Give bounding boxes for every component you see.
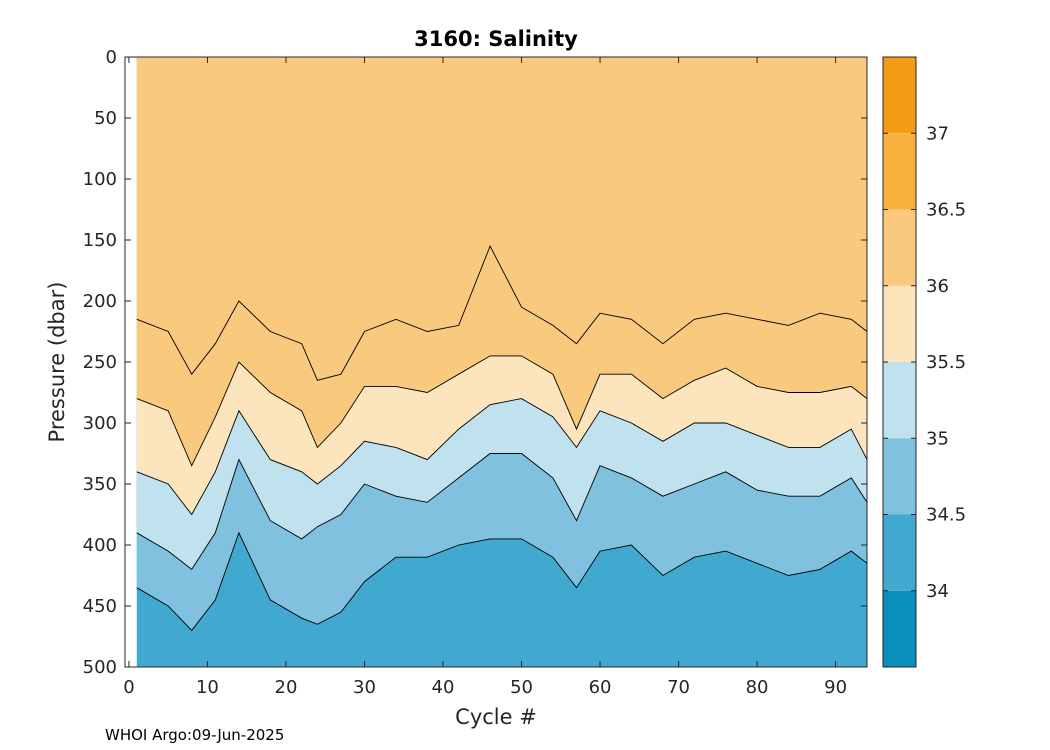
band-above-36.5 [136,57,868,381]
footer-credit: WHOI Argo:09-Jun-2025 [105,726,284,744]
colorbar-tick-label: 36 [926,276,949,297]
colorbar: 34 34.5 35 35.5 36 36.5 37 [882,56,966,668]
y-tick-label: 350 [83,474,117,495]
y-tick-label: 150 [83,230,117,251]
colorbar-band [883,362,916,439]
colorbar-band [883,57,916,134]
colorbar-tick-label: 37 [926,123,949,144]
colorbar-band [883,133,916,210]
x-axis-label: Cycle # [455,705,537,729]
y-tick-label: 450 [83,596,117,617]
x-tick-label: 50 [510,677,533,698]
contour-36.5 [136,245,868,381]
colorbar-band [883,438,916,515]
colorbar-tick-label: 34 [926,581,949,602]
colorbar-tick-label: 35.5 [926,352,966,373]
y-tick-label: 100 [83,169,117,190]
y-tick-label: 250 [83,352,117,373]
y-tick-label: 400 [83,535,117,556]
colorbar-band [883,590,916,667]
x-tick-label: 90 [824,677,847,698]
y-tick-label: 50 [94,108,117,129]
x-tick-label: 30 [353,677,376,698]
y-tick-label: 200 [83,291,117,312]
colorbar-tick-label: 34.5 [926,505,966,526]
y-tick-label: 300 [83,413,117,434]
x-tick-label: 20 [275,677,298,698]
contour-35.5 [136,398,868,516]
x-tick-label: 40 [432,677,455,698]
chart-title: 3160: Salinity [414,27,578,51]
colorbar-band [883,209,916,286]
contour-lines [136,245,868,632]
colorbar-tick-label: 36.5 [926,200,966,221]
x-tick-label: 0 [123,677,134,698]
colorbar-band [883,285,916,362]
contour-36 [136,355,868,467]
y-axis: 0 50 100 150 200 250 300 350 400 450 500 [83,47,867,678]
x-tick-label: 70 [667,677,690,698]
plot-area [124,56,868,668]
colorbar-band [883,514,916,591]
x-tick-label: 60 [589,677,612,698]
x-axis: 0 10 20 30 40 50 60 70 80 90 [123,57,847,698]
contour-35 [136,453,868,571]
colorbar-tick-label: 35 [926,428,949,449]
salinity-bands [136,57,868,667]
x-tick-label: 80 [746,677,769,698]
y-axis-label: Pressure (dbar) [45,282,69,443]
contour-34.5 [136,531,868,632]
x-tick-label: 10 [196,677,219,698]
y-tick-label: 0 [106,47,117,68]
y-tick-label: 500 [83,657,117,678]
